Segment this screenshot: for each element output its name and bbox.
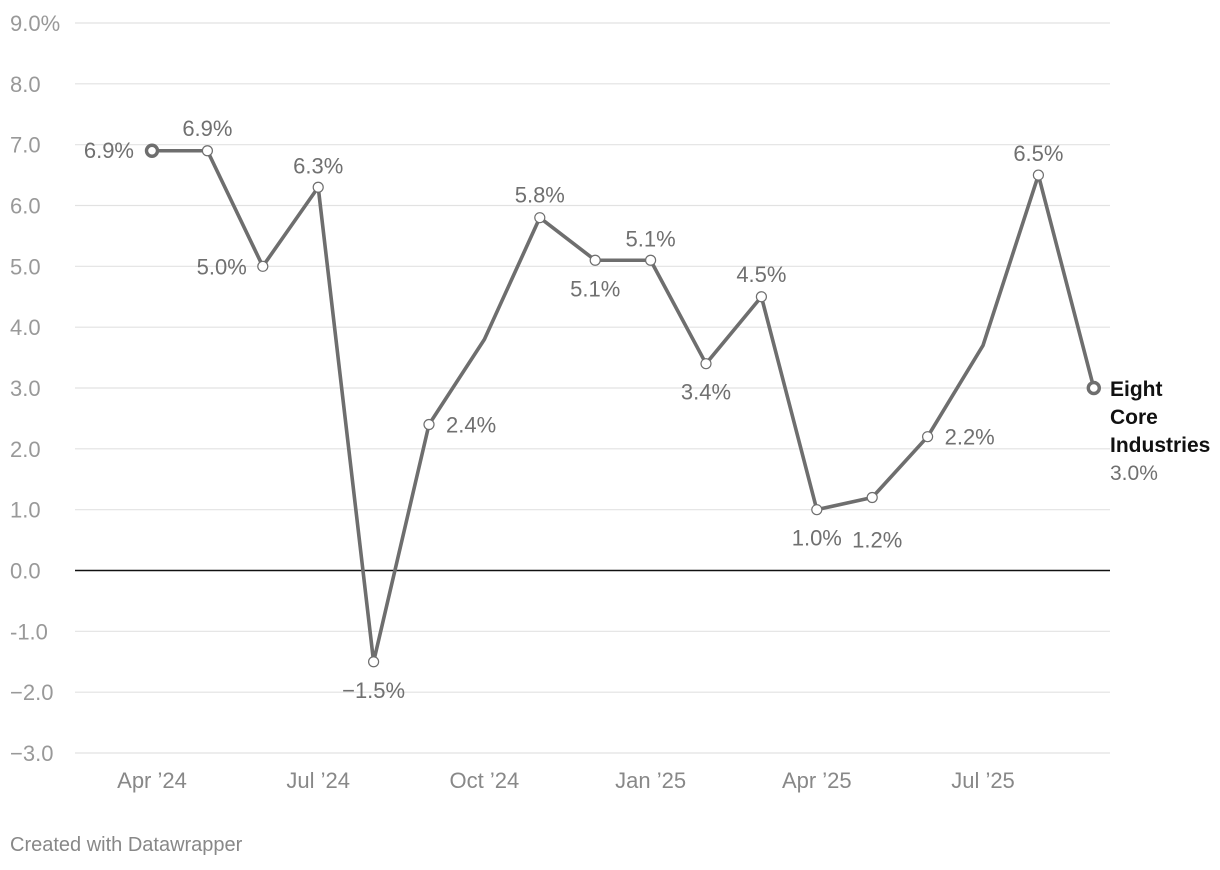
y-tick-label: 2.0 (10, 437, 41, 462)
x-tick-label: Jan ’25 (615, 768, 686, 793)
y-tick-label: 8.0 (10, 72, 41, 97)
data-point (866, 491, 878, 504)
data-point (644, 254, 657, 266)
y-tick-label: −2.0 (10, 680, 53, 705)
y-tick-label: −3.0 (10, 741, 53, 766)
y-axis-ticks: −3.0 −2.0 -1.0 0.0 1.0 2.0 3.0 4.0 5.0 6.0 7.0 8.0 9… (10, 11, 60, 766)
data-label: 6.3% (293, 153, 343, 178)
data-label: −1.5% (342, 678, 405, 703)
x-tick-label: Apr ’24 (117, 768, 187, 793)
x-tick-label: Apr ’25 (782, 768, 852, 793)
data-label: 3.4% (681, 380, 731, 405)
series-end-label: Eight Core Industries 3.0% (1110, 378, 1210, 485)
y-tick-label: 4.0 (10, 315, 41, 340)
data-point (1032, 169, 1045, 181)
data-point (921, 431, 934, 443)
data-label: 1.2% (852, 528, 902, 553)
data-label: 5.1% (626, 226, 676, 251)
series-name-label: Core (1110, 406, 1158, 429)
data-point (368, 656, 380, 668)
data-label: 4.5% (736, 262, 786, 287)
y-tick-label: 1.0 (10, 498, 41, 523)
y-tick-label: 6.0 (10, 194, 41, 219)
y-tick-label: -1.0 (10, 619, 48, 644)
data-point (257, 260, 269, 272)
data-point (755, 291, 768, 303)
series-name-label: Industries (1110, 434, 1210, 457)
x-tick-label: Oct ’24 (450, 768, 520, 793)
data-label: 5.1% (570, 276, 620, 301)
series-last-value: 3.0% (1110, 462, 1158, 485)
data-label: 1.0% (792, 526, 842, 551)
data-label: 5.8% (515, 183, 565, 208)
data-label: 6.9% (182, 116, 232, 141)
data-point (589, 254, 601, 266)
data-point (201, 145, 213, 157)
y-tick-label: 0.0 (10, 559, 41, 584)
x-tick-label: Jul ’25 (951, 768, 1015, 793)
data-label: 6.5% (1013, 141, 1063, 166)
x-axis-ticks: Apr ’24 Jul ’24 Oct ’24 Jan ’25 Apr ’25 Jul ’… (117, 768, 1015, 793)
data-point (312, 181, 324, 193)
credit-text: Created with Datawrapper (10, 834, 243, 856)
data-label: 6.9% (84, 138, 134, 163)
y-tick-label: 9.0% (10, 11, 60, 36)
data-point (423, 418, 435, 431)
data-labels: 6.9% 6.9% 5.0% 6.3% −1.5% 2.4% 5.8% 5.1%5.1% 3.4… (84, 116, 1064, 703)
x-tick-label: Jul ’24 (286, 768, 350, 793)
y-tick-label: 7.0 (10, 133, 41, 158)
data-point (534, 212, 546, 224)
data-point (144, 143, 160, 158)
gridlines (75, 22, 1110, 754)
data-point (1086, 380, 1102, 396)
data-label: 2.4% (446, 413, 496, 438)
data-label: 5.0% (197, 254, 247, 279)
y-tick-label: 5.0 (10, 254, 41, 279)
series-line (150, 148, 1096, 664)
series-layer (144, 143, 1102, 668)
data-point (811, 504, 823, 516)
y-tick-label: 3.0 (10, 376, 41, 401)
series-name-label: Eight (1110, 378, 1163, 401)
data-point (700, 358, 712, 370)
data-label: 2.2% (945, 425, 995, 450)
